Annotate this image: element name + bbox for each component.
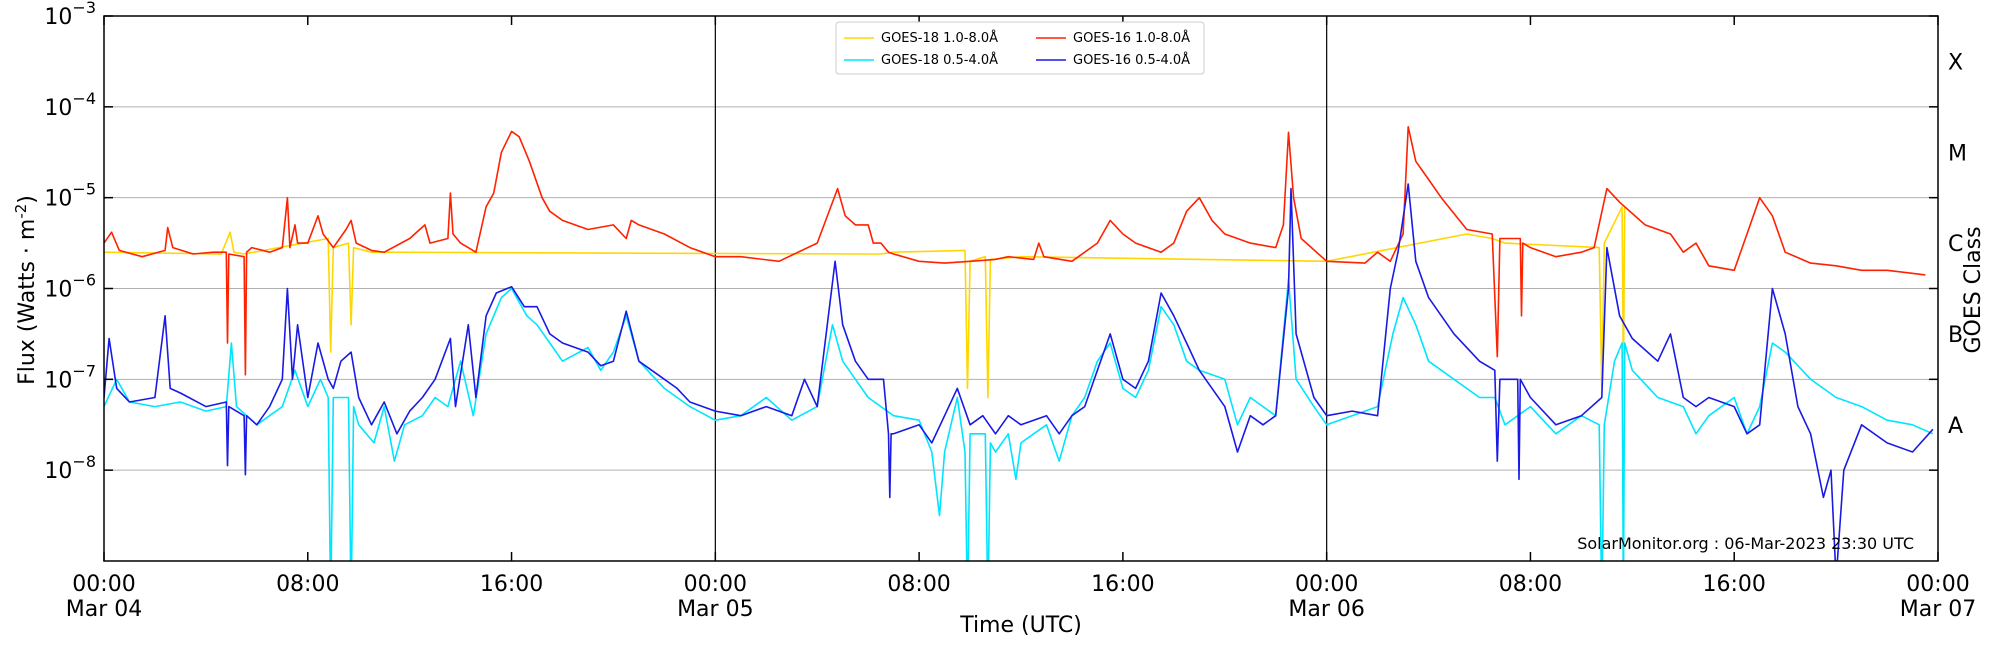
day-dividers: [714, 16, 1328, 561]
class-label-c: C: [1948, 232, 1963, 257]
class-label-a: A: [1948, 414, 1963, 439]
y-tick-label-5: 10−3: [44, 0, 96, 30]
class-label-m: M: [1948, 141, 1967, 166]
y-tick-label-2: 10−6: [44, 271, 96, 303]
x-tick-time-9: 00:00: [1906, 572, 1969, 597]
x-tick-time-6: 00:00: [1295, 572, 1358, 597]
legend-label-goes16-long: GOES-16 1.0-8.0Å: [1073, 30, 1190, 46]
class-label-x: X: [1948, 50, 1963, 75]
x-tick-time-4: 08:00: [887, 572, 950, 597]
y2-axis-title: GOES Class: [1961, 226, 1986, 353]
x-tick-date-0: Mar 04: [66, 597, 143, 622]
series-line-2: [104, 278, 1934, 561]
series-line-1: [104, 126, 1926, 376]
x-tick-date-3: Mar 05: [677, 597, 754, 622]
x-tick-time-1: 08:00: [276, 572, 339, 597]
series-line-3: [104, 183, 1934, 561]
legend-label-goes16-short: GOES-16 0.5-4.0Å: [1073, 52, 1190, 68]
series-line-0: [104, 206, 1626, 399]
x-tick-date-6: Mar 06: [1288, 597, 1365, 622]
data-series: [104, 126, 1934, 561]
goes-class-labels: A B C M X: [1948, 50, 1967, 438]
x-tick-time-7: 08:00: [1499, 572, 1562, 597]
x-tick-time-0: 00:00: [72, 572, 135, 597]
y-tick-label-1: 10−7: [44, 361, 96, 393]
legend-label-goes18-short: GOES-18 0.5-4.0Å: [881, 52, 998, 68]
legend-label-goes18-long: GOES-18 1.0-8.0Å: [881, 30, 998, 46]
x-tick-time-8: 16:00: [1703, 572, 1766, 597]
y-tick-label-3: 10−5: [44, 180, 96, 212]
x-tick-date-9: Mar 07: [1900, 597, 1977, 622]
x-axis-title: Time (UTC): [959, 613, 1082, 638]
x-tick-time-2: 16:00: [480, 572, 543, 597]
x-tick-time-3: 00:00: [684, 572, 747, 597]
legend-box: [835, 21, 1205, 75]
watermark: SolarMonitor.org : 06-Mar-2023 23:30 UTC: [1577, 534, 1914, 553]
class-label-b: B: [1948, 323, 1963, 348]
y-axis-title: Flux (Watts · m-2): [12, 195, 40, 385]
legend: GOES-18 1.0-8.0Å GOES-18 0.5-4.0Å GOES-1…: [835, 21, 1205, 75]
y-tick-label-4: 10−4: [44, 89, 96, 121]
y-tick-label-0: 10−8: [44, 452, 96, 484]
x-tick-time-5: 16:00: [1091, 572, 1154, 597]
